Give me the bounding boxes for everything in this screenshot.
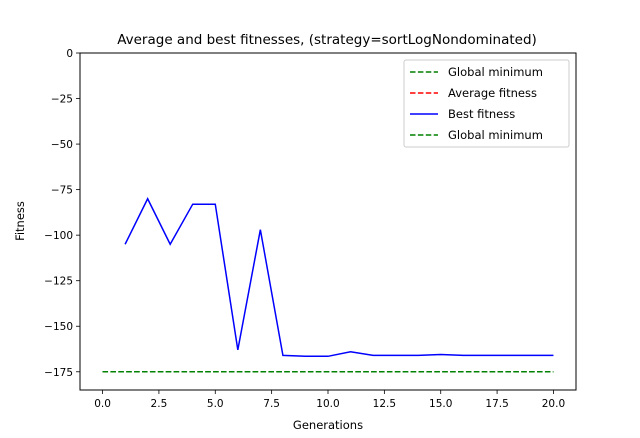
y-axis: 0 −25 −50 −75 −100 −125 −150 −175 bbox=[44, 48, 80, 379]
plot-lines bbox=[102, 197, 554, 373]
legend-label: Global minimum bbox=[448, 65, 543, 79]
legend-label: Best fitness bbox=[448, 107, 515, 121]
y-tick-label: −100 bbox=[44, 230, 73, 242]
x-tick-label: 0.0 bbox=[94, 398, 111, 410]
x-axis: 0.0 2.5 5.0 7.5 10.0 12.5 15.0 17.5 20.0 bbox=[94, 390, 565, 410]
legend-label: Global minimum bbox=[448, 128, 543, 142]
y-tick-label: −150 bbox=[44, 321, 73, 333]
x-tick-label: 17.5 bbox=[485, 398, 508, 410]
x-tick-label: 7.5 bbox=[263, 398, 280, 410]
x-tick-label: 5.0 bbox=[207, 398, 224, 410]
x-axis-label: Generations bbox=[293, 418, 363, 432]
legend: Global minimum Average fitness Best fitnes… bbox=[403, 59, 570, 148]
x-tick-label: 10.0 bbox=[316, 398, 339, 410]
legend-box bbox=[403, 59, 570, 148]
y-tick-label: 0 bbox=[66, 48, 73, 60]
x-tick-label: 20.0 bbox=[542, 398, 565, 410]
legend-label: Average fitness bbox=[448, 86, 537, 100]
x-tick-label: 2.5 bbox=[151, 398, 168, 410]
x-tick-label: 12.5 bbox=[373, 398, 396, 410]
y-axis-label: Fitness bbox=[13, 201, 27, 241]
y-tick-label: −25 bbox=[51, 94, 73, 106]
x-tick-label: 15.0 bbox=[429, 398, 452, 410]
chart-title: Average and best fitnesses, (strategy=so… bbox=[117, 32, 537, 48]
series-line-2 bbox=[124, 197, 554, 358]
y-tick-label: −175 bbox=[44, 367, 73, 379]
y-tick-label: −50 bbox=[51, 139, 73, 151]
y-tick-label: −75 bbox=[51, 185, 73, 197]
y-tick-label: −125 bbox=[44, 276, 73, 288]
